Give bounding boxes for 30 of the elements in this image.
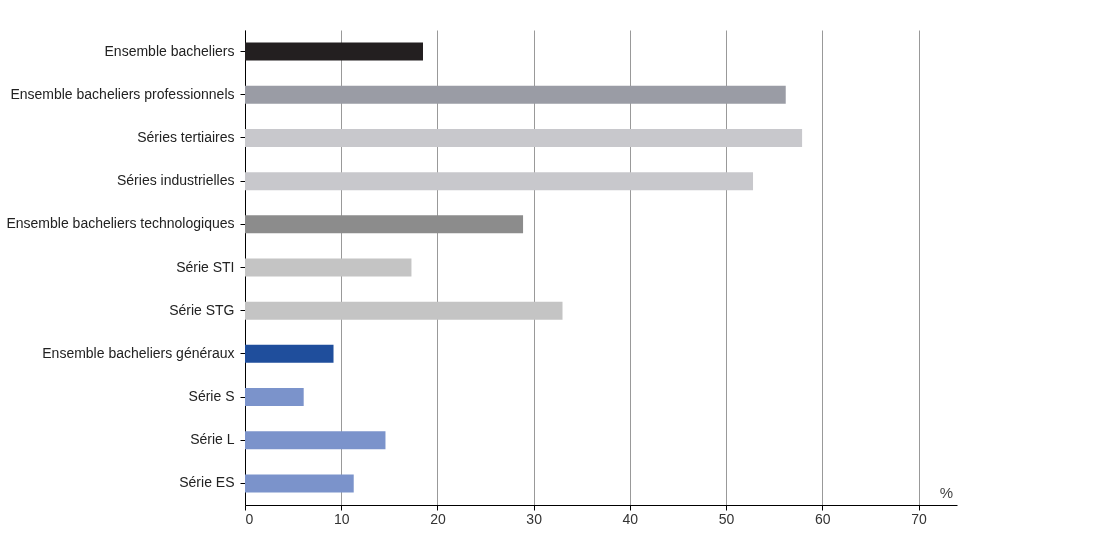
y-tick-label: Ensemble bacheliers technologiques <box>6 215 235 232</box>
x-tick-label: 50 <box>718 510 735 527</box>
y-tick-label: Série L <box>190 431 235 448</box>
bar <box>245 172 754 191</box>
y-tick-label: Ensemble bacheliers généraux <box>42 344 235 361</box>
x-tick-label: 60 <box>815 510 831 527</box>
bar <box>245 128 803 147</box>
bar <box>245 258 412 277</box>
bar <box>245 344 334 363</box>
y-tick-label: Série STG <box>169 301 235 318</box>
x-tick-label: 10 <box>333 510 350 527</box>
y-tick-label: Série STI <box>176 258 235 275</box>
y-tick-label: Séries industrielles <box>117 172 235 189</box>
bar <box>245 431 386 450</box>
x-tick-label: 40 <box>622 510 639 527</box>
bar <box>245 301 563 320</box>
y-tick-label: Série S <box>188 388 235 405</box>
bar <box>245 215 524 234</box>
bar <box>245 388 304 407</box>
y-tick-label: Ensemble bacheliers professionnels <box>10 85 235 102</box>
x-tick-label: 0 <box>245 510 254 527</box>
bar <box>245 42 423 61</box>
x-tick-label: 20 <box>430 510 446 527</box>
x-tick-label: 30 <box>526 510 543 527</box>
annotation: % <box>939 484 953 501</box>
x-tick-label: 70 <box>911 510 928 527</box>
y-tick-label: Séries tertiaires <box>137 128 235 145</box>
bar <box>245 474 354 493</box>
y-tick-label: Série ES <box>179 474 235 491</box>
y-tick-label: Ensemble bacheliers <box>104 42 235 59</box>
